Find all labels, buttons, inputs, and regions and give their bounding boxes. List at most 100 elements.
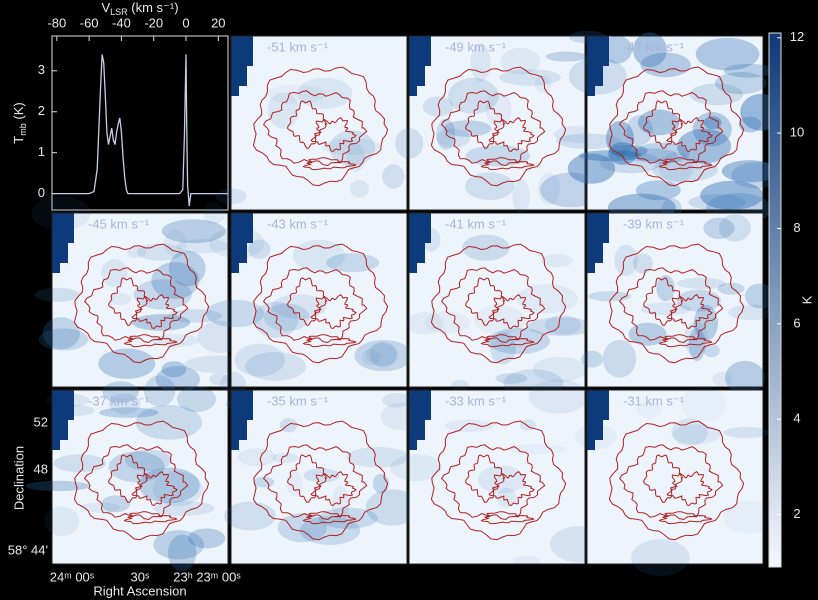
emission (603, 340, 636, 378)
emission (373, 474, 389, 494)
emission (109, 293, 131, 305)
emission (568, 153, 615, 183)
y-tick-label: 58° 44' (8, 542, 48, 557)
emission (723, 427, 770, 438)
emission (350, 180, 369, 198)
y-axis-label-main: T (11, 136, 26, 144)
channel-panel: -35 km s⁻¹ (224, 390, 423, 564)
channel-label: -35 km s⁻¹ (267, 393, 329, 408)
colorbar-tick-label: 4 (793, 411, 800, 426)
emission (681, 386, 726, 422)
emission (588, 291, 630, 301)
x-tick-label: 20 (211, 15, 225, 30)
emission (237, 448, 276, 466)
channel-label: -45 km s⁻¹ (88, 216, 150, 231)
x-axis-label-sub: LSR (110, 7, 128, 17)
channel-label: -47 km s⁻¹ (623, 39, 685, 54)
x-tick-label: -60 (80, 15, 99, 30)
y-axis-label-rest: (K) (11, 102, 26, 123)
channel-panel: -43 km s⁻¹ (206, 213, 413, 400)
colorbar-tick-label: 2 (793, 506, 800, 521)
emission (390, 454, 441, 481)
channel-label: -33 km s⁻¹ (445, 393, 507, 408)
channel-panel: -47 km s⁻¹ (556, 31, 782, 225)
channel-label: -37 km s⁻¹ (88, 393, 150, 408)
channel-panel: -41 km s⁻¹ (407, 213, 595, 398)
emission (465, 172, 514, 200)
colorbar-label: K (799, 295, 814, 304)
emission (723, 501, 773, 534)
x-tick-label: -40 (112, 15, 131, 30)
figure: -80-60-40-200200123VLSR (km s⁻¹)Tmb (K)-… (0, 0, 818, 600)
channel-panel: -49 km s⁻¹ (395, 36, 605, 214)
y-tick-label: 3 (38, 62, 45, 77)
x-tick-label: 0 (182, 15, 189, 30)
x-axis-label-main: V (101, 0, 110, 15)
emission (39, 328, 89, 350)
emission (168, 535, 196, 572)
x-tick-label: 24ᵐ 00ˢ (50, 569, 95, 584)
emission (712, 371, 732, 386)
colorbar-tick-label: 12 (790, 29, 804, 44)
x-axis-label: Right Ascension (93, 583, 186, 598)
y-tick-label: 1 (38, 144, 45, 159)
channel-panel: -51 km s⁻¹ (215, 36, 407, 210)
emission (499, 69, 561, 86)
emission (26, 481, 90, 491)
emission (529, 379, 588, 413)
emission (224, 501, 276, 530)
x-tick-label: 30ˢ (131, 569, 150, 584)
emission (35, 288, 80, 302)
emission (136, 405, 202, 440)
emission (581, 351, 603, 368)
emission (696, 38, 760, 70)
emission (513, 179, 530, 214)
channel-label: -39 km s⁻¹ (623, 216, 685, 231)
map-background (587, 390, 763, 564)
x-tick-label: -20 (144, 15, 163, 30)
emission (370, 342, 397, 368)
emission (44, 506, 79, 536)
emission (703, 218, 734, 239)
x-axis-label-rest: (km s⁻¹) (128, 0, 179, 15)
emission (264, 304, 310, 332)
emission (268, 92, 299, 128)
y-axis-label: Declination (11, 446, 26, 510)
emission (98, 349, 155, 379)
colorbar (769, 33, 781, 567)
channel-label: -41 km s⁻¹ (445, 216, 507, 231)
emission (507, 444, 567, 454)
channel-label: -51 km s⁻¹ (267, 39, 329, 54)
colorbar-tick-label: 10 (790, 125, 804, 140)
emission (614, 245, 637, 276)
x-tick-label: 23ʰ 23ᵐ 00ˢ (173, 569, 241, 584)
colorbar-tick-label: 8 (793, 220, 800, 235)
channel-panel: -45 km s⁻¹ (31, 196, 250, 392)
channel-panel: -33 km s⁻¹ (390, 379, 608, 565)
channel-panel: -31 km s⁻¹ (575, 386, 774, 576)
emission (235, 344, 285, 377)
map-background (231, 36, 407, 210)
y-tick-label: 52 (34, 414, 48, 429)
channel-panel: -39 km s⁻¹ (581, 213, 776, 394)
emission (101, 259, 127, 287)
emission (631, 539, 690, 576)
channel-label: -49 km s⁻¹ (445, 39, 507, 54)
y-axis-label: Tmb (K) (11, 102, 28, 143)
emission (541, 254, 573, 267)
x-axis-label: VLSR (km s⁻¹) (101, 0, 178, 17)
emission (304, 468, 340, 482)
emission (527, 317, 594, 336)
emission (688, 194, 745, 210)
channel-label: -31 km s⁻¹ (623, 393, 685, 408)
emission (54, 454, 106, 472)
emission (423, 96, 454, 116)
plot-area (52, 36, 228, 210)
channel-label: -43 km s⁻¹ (267, 216, 329, 231)
y-tick-label: 48 (34, 461, 48, 476)
emission (169, 251, 206, 286)
y-tick-label: 0 (38, 185, 45, 200)
emission (546, 52, 587, 62)
emission (329, 130, 375, 166)
colorbar-tick-label: 6 (793, 315, 800, 330)
